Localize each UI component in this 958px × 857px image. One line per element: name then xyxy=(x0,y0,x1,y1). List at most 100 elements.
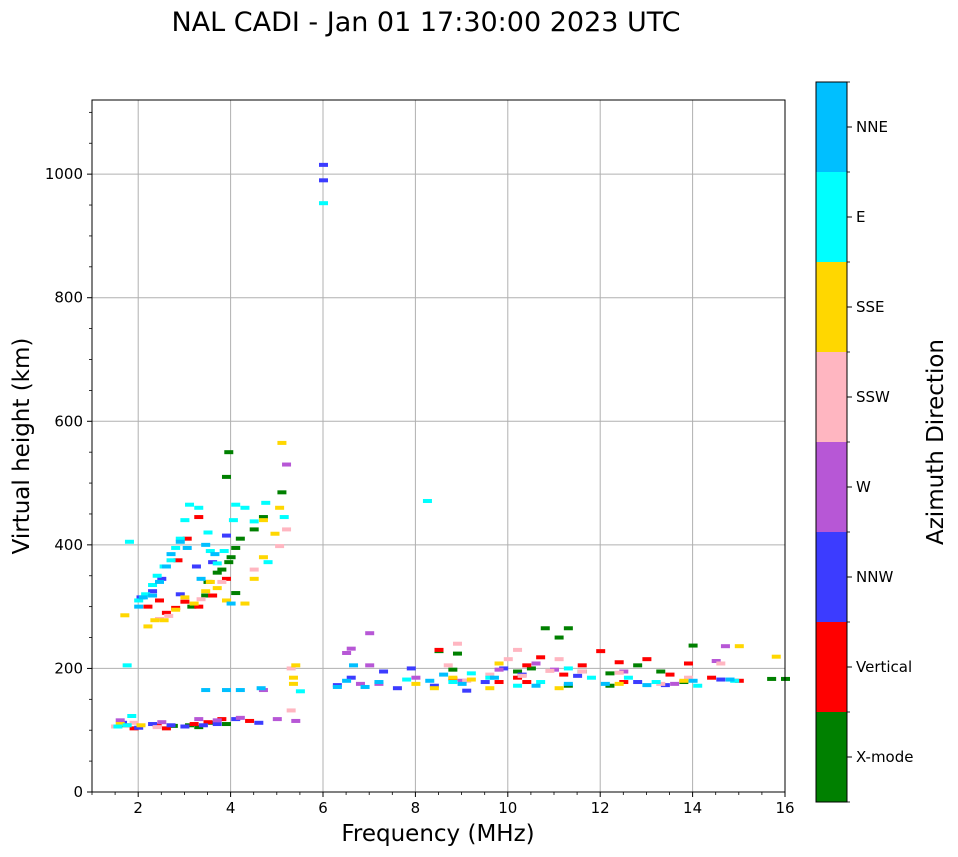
data-point xyxy=(734,678,744,683)
y-tick-label: 0 xyxy=(73,783,83,801)
data-point xyxy=(189,601,199,606)
data-point xyxy=(716,677,726,682)
data-point xyxy=(161,726,171,731)
data-point xyxy=(159,618,169,623)
colorbar-swatch xyxy=(816,262,847,352)
data-point xyxy=(480,680,490,685)
data-point xyxy=(212,561,222,566)
data-point xyxy=(288,681,298,686)
data-point xyxy=(212,722,222,727)
data-point xyxy=(231,545,241,550)
data-point xyxy=(194,505,204,510)
data-point xyxy=(122,663,132,668)
data-point xyxy=(277,440,287,445)
data-point xyxy=(171,607,181,612)
y-tick-label: 1000 xyxy=(45,165,83,183)
colorbar-swatch xyxy=(816,532,847,622)
data-point xyxy=(182,545,192,550)
colorbar: X-mode Vertical NNW W SSW SSE E NNE xyxy=(815,81,913,803)
data-point xyxy=(279,515,289,520)
data-point xyxy=(208,720,218,725)
data-point xyxy=(182,536,192,541)
data-point xyxy=(642,683,652,688)
data-point xyxy=(494,680,504,685)
data-point xyxy=(134,598,144,603)
data-point xyxy=(154,579,164,584)
colorbar-swatch xyxy=(816,442,847,532)
data-point xyxy=(275,544,285,549)
data-point xyxy=(526,666,536,671)
data-point xyxy=(282,462,292,467)
data-point xyxy=(194,717,204,722)
colorbar-swatch xyxy=(816,82,847,172)
data-point xyxy=(196,597,206,602)
data-point xyxy=(503,657,513,662)
colorbar-label: Azimuth Direction xyxy=(923,339,949,545)
data-point xyxy=(605,671,615,676)
data-point xyxy=(120,613,130,618)
data-point xyxy=(270,531,280,536)
y-tick-label: 400 xyxy=(54,536,83,554)
x-tick-label: 8 xyxy=(411,799,421,817)
data-point xyxy=(563,626,573,631)
data-point xyxy=(586,675,596,680)
data-point xyxy=(134,604,144,609)
x-tick-label: 6 xyxy=(318,799,328,817)
series-vertical xyxy=(120,515,744,731)
data-point xyxy=(642,657,652,662)
data-point xyxy=(224,450,234,455)
data-point xyxy=(148,589,158,594)
data-point xyxy=(201,542,211,547)
data-point xyxy=(319,201,328,206)
data-point xyxy=(288,675,298,680)
colorbar-tick-label: NNW xyxy=(856,568,893,586)
data-point xyxy=(379,669,389,674)
data-point xyxy=(134,725,144,730)
data-points xyxy=(111,162,790,731)
data-point xyxy=(113,724,123,729)
data-point xyxy=(175,536,185,541)
data-point xyxy=(235,536,245,541)
data-point xyxy=(138,595,148,600)
colorbar-swatch xyxy=(816,622,847,712)
data-point xyxy=(614,660,624,665)
data-point xyxy=(221,688,231,693)
data-point xyxy=(115,722,125,727)
data-point xyxy=(342,650,352,655)
data-point xyxy=(489,675,499,680)
data-point xyxy=(221,533,231,538)
series-w xyxy=(115,462,730,725)
data-point xyxy=(175,539,185,544)
data-point xyxy=(346,646,356,651)
data-point xyxy=(531,683,541,688)
data-point xyxy=(275,505,285,510)
data-point xyxy=(679,678,689,683)
data-point xyxy=(725,677,735,682)
data-point xyxy=(402,677,412,682)
data-point xyxy=(448,667,458,672)
data-point xyxy=(185,723,195,728)
data-point xyxy=(711,659,721,664)
data-point xyxy=(249,576,259,581)
data-point xyxy=(254,720,264,725)
data-point xyxy=(466,671,476,676)
data-point xyxy=(633,663,643,668)
y-tick-label: 600 xyxy=(54,412,83,430)
data-point xyxy=(205,549,215,554)
data-point xyxy=(212,570,222,575)
data-point xyxy=(291,663,301,668)
data-point xyxy=(392,686,402,691)
data-point xyxy=(619,669,629,674)
data-point xyxy=(600,681,610,686)
data-point xyxy=(411,681,421,686)
colorbar-tick-label: NNE xyxy=(856,118,888,136)
data-point xyxy=(148,583,158,588)
data-point xyxy=(180,724,190,729)
colorbar-tick-label: X-mode xyxy=(856,748,913,766)
y-tick-label: 200 xyxy=(54,659,83,677)
data-point xyxy=(693,683,703,688)
data-point xyxy=(554,635,564,640)
data-point xyxy=(226,555,236,560)
data-point xyxy=(150,618,160,623)
data-point xyxy=(196,576,206,581)
